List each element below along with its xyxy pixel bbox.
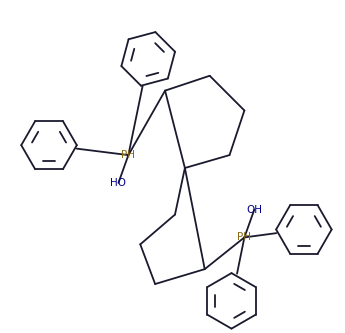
Text: OH: OH xyxy=(246,205,262,215)
Text: HO: HO xyxy=(110,178,127,188)
Text: PH: PH xyxy=(121,150,135,160)
Text: PH: PH xyxy=(237,232,252,242)
